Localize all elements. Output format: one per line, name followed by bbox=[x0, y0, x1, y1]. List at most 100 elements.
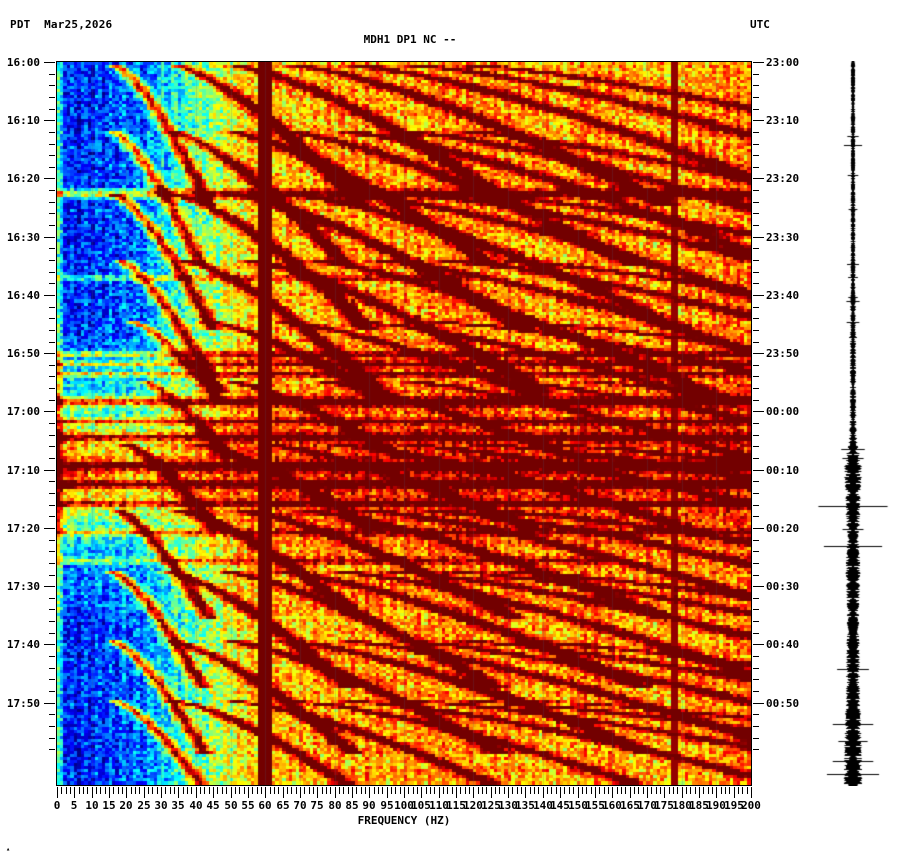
right-axis-time-label: 00:20 bbox=[766, 522, 800, 535]
frequency-axis-minor-tick bbox=[135, 787, 136, 794]
frequency-axis-major-tick bbox=[300, 787, 301, 798]
frequency-axis-tick-label: 95 bbox=[380, 799, 394, 812]
right-axis-time-label: 00:30 bbox=[766, 580, 800, 593]
frequency-axis-minor-tick bbox=[716, 787, 717, 794]
frequency-axis-minor-tick bbox=[686, 787, 687, 794]
frequency-axis-minor-tick bbox=[74, 787, 75, 794]
left-axis-major-tick bbox=[44, 120, 55, 121]
left-axis-minor-tick bbox=[49, 714, 55, 715]
right-axis-major-tick bbox=[753, 178, 764, 179]
left-axis-minor-tick bbox=[49, 213, 55, 214]
frequency-axis-major-tick bbox=[560, 787, 561, 798]
left-axis-minor-tick bbox=[49, 493, 55, 494]
frequency-axis-tick-label: 125 bbox=[481, 799, 501, 812]
right-axis-major-tick bbox=[753, 237, 764, 238]
frequency-axis-minor-tick bbox=[534, 787, 535, 794]
right-axis-minor-tick bbox=[753, 74, 759, 75]
frequency-axis-major-tick bbox=[57, 787, 58, 798]
right-axis-time-label: 00:00 bbox=[766, 405, 800, 418]
left-axis-time-label: 16:10 bbox=[6, 114, 40, 127]
right-axis-minor-tick bbox=[753, 575, 759, 576]
frequency-axis-major-tick bbox=[126, 787, 127, 798]
frequency-axis-tick-label: 85 bbox=[345, 799, 359, 812]
right-axis-minor-tick bbox=[753, 342, 759, 343]
left-axis-time-label: 17:50 bbox=[6, 697, 40, 710]
frequency-axis-minor-tick bbox=[296, 787, 297, 794]
frequency-axis-minor-tick bbox=[226, 787, 227, 794]
frequency-axis-minor-tick bbox=[751, 787, 752, 794]
frequency-axis-minor-tick bbox=[274, 787, 275, 794]
left-axis-time-label: 17:20 bbox=[6, 522, 40, 535]
frequency-axis-minor-tick bbox=[330, 787, 331, 794]
frequency-axis-major-tick bbox=[352, 787, 353, 798]
frequency-axis-minor-tick bbox=[638, 787, 639, 794]
frequency-axis-minor-tick bbox=[252, 787, 253, 794]
right-axis-minor-tick bbox=[753, 749, 759, 750]
frequency-axis-major-tick bbox=[543, 787, 544, 798]
right-axis-minor-tick bbox=[753, 85, 759, 86]
left-axis-major-tick bbox=[44, 62, 55, 63]
right-axis-minor-tick bbox=[753, 505, 759, 506]
frequency-axis-minor-tick bbox=[465, 787, 466, 794]
frequency-axis-minor-tick bbox=[582, 787, 583, 794]
frequency-axis-minor-tick bbox=[508, 787, 509, 794]
frequency-axis-minor-tick bbox=[304, 787, 305, 794]
frequency-axis-minor-tick bbox=[556, 787, 557, 794]
seismic-trace bbox=[812, 61, 898, 786]
frequency-axis-minor-tick bbox=[473, 787, 474, 794]
left-axis-major-tick bbox=[44, 586, 55, 587]
frequency-axis-minor-tick bbox=[729, 787, 730, 794]
frequency-axis-minor-tick bbox=[547, 787, 548, 794]
frequency-axis-major-tick bbox=[612, 787, 613, 798]
right-axis-minor-tick bbox=[753, 365, 759, 366]
frequency-axis-major-tick bbox=[109, 787, 110, 798]
frequency-axis-minor-tick bbox=[118, 787, 119, 794]
left-axis-time-label: 16:40 bbox=[6, 289, 40, 302]
left-axis-minor-tick bbox=[49, 598, 55, 599]
right-axis-minor-tick bbox=[753, 376, 759, 377]
frequency-axis-minor-tick bbox=[708, 787, 709, 794]
frequency-axis-minor-tick bbox=[504, 787, 505, 794]
frequency-axis-major-tick bbox=[595, 787, 596, 798]
right-axis-time-label: 23:50 bbox=[766, 347, 800, 360]
frequency-axis-tick-label: 0 bbox=[53, 799, 61, 812]
frequency-axis-minor-tick bbox=[222, 787, 223, 794]
frequency-axis-minor-tick bbox=[209, 787, 210, 794]
right-axis-minor-tick bbox=[753, 598, 759, 599]
frequency-axis-major-tick bbox=[525, 787, 526, 798]
left-axis-minor-tick bbox=[49, 272, 55, 273]
frequency-axis-major-tick bbox=[74, 787, 75, 798]
left-axis-minor-tick bbox=[49, 435, 55, 436]
frequency-axis-minor-tick bbox=[712, 787, 713, 794]
header-utc-label: UTC bbox=[750, 18, 770, 31]
right-axis-minor-tick bbox=[753, 202, 759, 203]
right-axis-minor-tick bbox=[753, 213, 759, 214]
frequency-axis-minor-tick bbox=[517, 787, 518, 794]
frequency-axis-minor-tick bbox=[630, 787, 631, 794]
frequency-axis-minor-tick bbox=[278, 787, 279, 794]
frequency-axis-minor-tick bbox=[573, 787, 574, 794]
frequency-axis-minor-tick bbox=[339, 787, 340, 794]
spectrogram-plot[interactable] bbox=[56, 61, 752, 786]
frequency-axis-tick-label: 45 bbox=[206, 799, 220, 812]
frequency-axis-major-tick bbox=[751, 787, 752, 798]
frequency-axis-minor-tick bbox=[235, 787, 236, 794]
right-axis-time-label: 23:10 bbox=[766, 114, 800, 127]
frequency-axis-minor-tick bbox=[434, 787, 435, 794]
frequency-axis-minor-tick bbox=[469, 787, 470, 794]
frequency-axis-minor-tick bbox=[721, 787, 722, 794]
right-axis-major-tick bbox=[753, 470, 764, 471]
left-axis-minor-tick bbox=[49, 621, 55, 622]
frequency-axis-tick-label: 50 bbox=[224, 799, 238, 812]
left-axis-minor-tick bbox=[49, 132, 55, 133]
frequency-axis-minor-tick bbox=[417, 787, 418, 794]
right-axis-time-label: 23:30 bbox=[766, 231, 800, 244]
right-axis-minor-tick bbox=[753, 621, 759, 622]
frequency-axis-tick-label: 10 bbox=[85, 799, 99, 812]
frequency-axis-minor-tick bbox=[261, 787, 262, 794]
frequency-axis-minor-tick bbox=[270, 787, 271, 794]
frequency-axis-minor-tick bbox=[200, 787, 201, 794]
left-axis-minor-tick bbox=[49, 400, 55, 401]
right-axis-minor-tick bbox=[753, 691, 759, 692]
right-axis-minor-tick bbox=[753, 656, 759, 657]
